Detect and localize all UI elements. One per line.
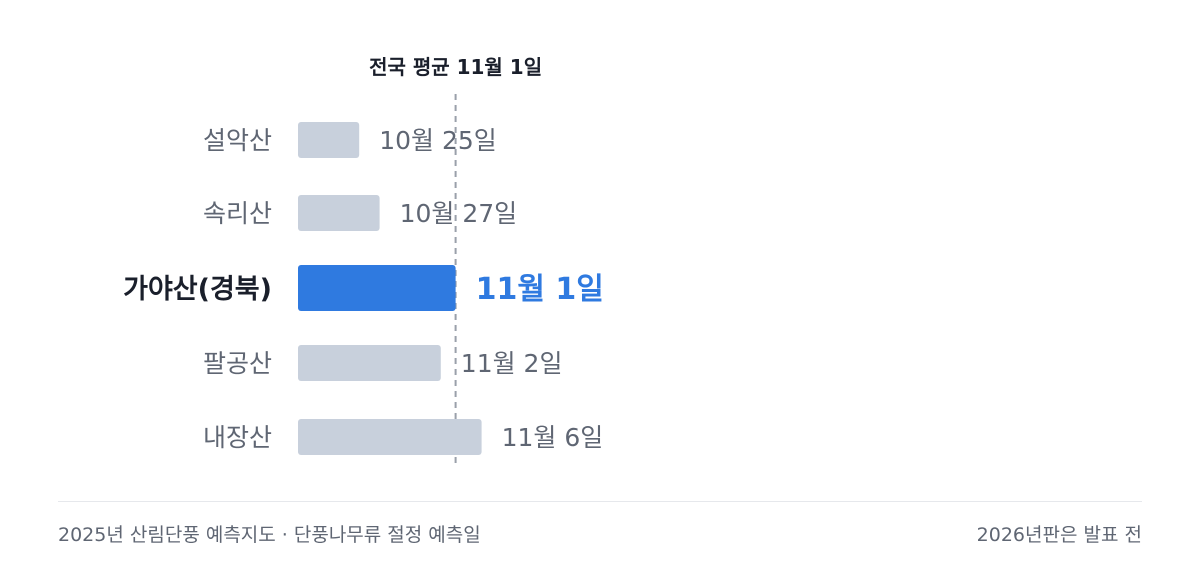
value-label: 11월 2일: [461, 349, 563, 378]
bar: [298, 419, 482, 455]
bar: [298, 122, 360, 158]
bar-highlight: [298, 265, 456, 311]
bar: [298, 345, 441, 381]
category-label: 설악산: [203, 126, 272, 155]
category-label: 가야산(경북): [123, 274, 272, 305]
footer-note: 2026년판은 발표 전: [976, 524, 1142, 546]
footer-source: 2025년 산림단풍 예측지도 · 단풍나무류 절정 예측일: [58, 524, 481, 546]
category-label: 내장산: [203, 423, 272, 452]
value-label: 10월 25일: [379, 126, 497, 155]
value-label: 11월 6일: [502, 423, 604, 452]
bar: [298, 195, 380, 231]
value-label: 11월 1일: [476, 272, 604, 307]
category-label: 속리산: [203, 199, 272, 228]
footer-divider: [58, 501, 1142, 502]
category-label: 팔공산: [203, 349, 272, 378]
value-label: 10월 27일: [400, 199, 518, 228]
reference-label: 전국 평균 11월 1일: [369, 55, 542, 79]
